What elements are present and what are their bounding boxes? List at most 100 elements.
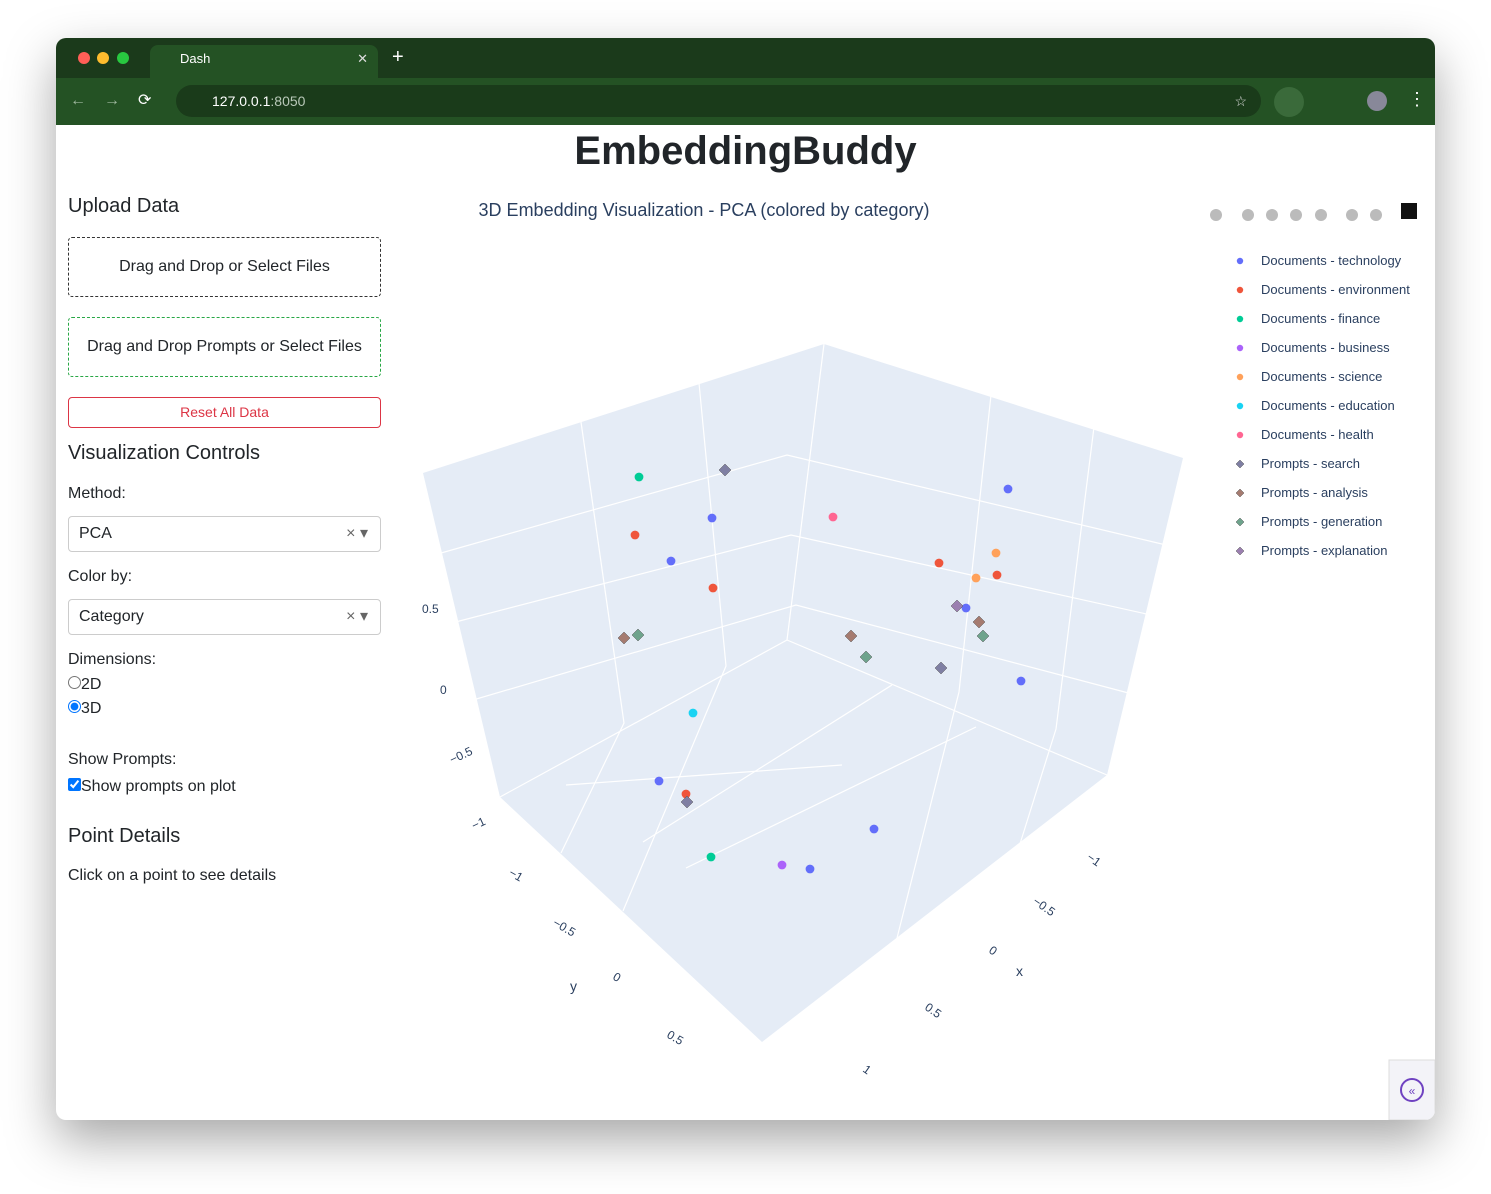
tab-bar: Dash ✕ +	[56, 38, 1435, 78]
radio[interactable]	[68, 700, 81, 713]
modebar-button[interactable]	[1346, 209, 1358, 221]
app-title: EmbeddingBuddy	[574, 129, 917, 173]
legend-label: Documents - finance	[1261, 311, 1380, 326]
color-dropdown[interactable]: Category × ▾	[68, 599, 381, 635]
y-axis-label: y	[570, 978, 577, 994]
upload-prompts[interactable]: Drag and Drop Prompts or Select Files	[68, 317, 381, 377]
legend-label: Prompts - generation	[1261, 514, 1382, 529]
prompts-checkbox[interactable]	[68, 778, 81, 791]
x-tick-label: 1	[860, 1062, 874, 1077]
app: EmbeddingBuddy Upload Data Drag and Drop…	[56, 125, 1435, 1120]
circle-marker	[706, 852, 716, 862]
new-tab[interactable]: +	[392, 46, 404, 68]
color-value: Category	[79, 608, 144, 625]
tab-close[interactable]: ✕	[357, 51, 368, 66]
z-tick-label: 0	[440, 683, 447, 697]
y-tick-label: 0	[611, 969, 624, 985]
diamond-marker	[718, 463, 732, 477]
close-button[interactable]	[78, 52, 90, 64]
legend-label: Documents - health	[1261, 427, 1374, 442]
diamond-marker	[631, 628, 645, 642]
polyline	[565, 764, 843, 786]
circle-marker	[630, 530, 640, 540]
diamond-marker	[976, 629, 990, 643]
plotly-logo[interactable]	[1401, 203, 1417, 219]
scene-background	[423, 344, 1183, 1042]
legend-label: Documents - environment	[1261, 282, 1410, 297]
polyline	[455, 604, 1137, 706]
tab[interactable]: Dash ✕	[150, 45, 378, 78]
modebar-button[interactable]	[1266, 209, 1278, 221]
tab-title: Dash	[180, 51, 211, 66]
color-label: Color by:	[68, 568, 133, 585]
rect	[1388, 1059, 1435, 1120]
span: ⟳	[138, 92, 170, 109]
sidebar-toggle[interactable]: «	[1388, 1059, 1435, 1120]
polyline	[786, 639, 1108, 776]
circle-marker	[1016, 676, 1026, 686]
reset-button[interactable]: Reset All Data	[68, 397, 381, 428]
diamond-marker	[972, 615, 986, 629]
address-bar[interactable]: 127.0.0.1:8050 ☆	[176, 85, 1261, 117]
circle-marker	[688, 708, 698, 718]
circle-marker	[1236, 344, 1244, 352]
profile[interactable]	[1367, 91, 1387, 111]
modebar-button[interactable]	[1315, 209, 1327, 221]
diamond-marker	[844, 629, 858, 643]
legend-label: Prompts - search	[1261, 456, 1360, 471]
radio[interactable]	[68, 676, 81, 689]
polyline	[1018, 426, 1095, 848]
legend-label: Documents - technology	[1261, 253, 1402, 268]
circle-marker	[1236, 402, 1244, 410]
diamond-marker	[617, 631, 631, 645]
y-tick-label: −0.5	[551, 915, 579, 939]
x-tick-label: −1	[1084, 850, 1104, 870]
details-text: Click on a point to see details	[68, 867, 277, 884]
prompts-option: Show prompts on plot	[68, 775, 236, 799]
polyline	[685, 726, 977, 869]
circle	[1400, 1078, 1424, 1102]
dimensions-label: Dimensions:	[68, 651, 157, 668]
modebar-button[interactable]	[1370, 209, 1382, 221]
nav-buttons[interactable]: ←→⟳	[70, 92, 170, 109]
diamond-marker	[1235, 488, 1245, 498]
diamond-marker	[680, 795, 694, 809]
zoom-button[interactable]	[117, 52, 129, 64]
circle-marker	[666, 556, 676, 566]
circle-marker	[805, 864, 815, 874]
controls-heading: Visualization Controls	[68, 442, 260, 464]
circle-marker	[992, 570, 1002, 580]
prompts-checkbox-label: Show prompts on plot	[81, 778, 236, 795]
url-port: :8050	[270, 93, 306, 109]
bookmark[interactable]: ☆	[1234, 93, 1247, 109]
legend-label: Documents - business	[1261, 340, 1390, 355]
modebar-button[interactable]	[1290, 209, 1302, 221]
y-tick-label: −1	[507, 865, 526, 884]
extension[interactable]	[1274, 87, 1304, 117]
circle-marker	[1236, 431, 1244, 439]
menu[interactable]: ⋮	[1408, 89, 1426, 109]
details-heading: Point Details	[68, 825, 181, 847]
x-tick-label: 0	[986, 943, 1000, 958]
method-value: PCA	[79, 525, 112, 542]
minimize-button[interactable]	[97, 52, 109, 64]
method-dropdown[interactable]: PCA × ▾	[68, 516, 381, 552]
circle-marker	[869, 824, 879, 834]
diamond-marker	[950, 599, 964, 613]
modebar-button[interactable]	[1242, 209, 1254, 221]
modebar-button[interactable]	[1210, 209, 1222, 221]
circle-marker	[681, 789, 691, 799]
circle-marker	[1236, 373, 1244, 381]
legend-label: Documents - education	[1261, 398, 1395, 413]
diamond-marker	[1235, 546, 1245, 556]
prompts-label: Show Prompts:	[68, 751, 177, 768]
modebar	[1210, 203, 1417, 221]
polyline	[443, 534, 1152, 626]
plot-title: 3D Embedding Visualization - PCA (colore…	[479, 200, 930, 220]
circle-marker	[1236, 315, 1244, 323]
upload-files[interactable]: Drag and Drop or Select Files	[68, 237, 381, 297]
upload-heading: Upload Data	[68, 195, 180, 217]
radio-option: 3D	[68, 697, 101, 721]
